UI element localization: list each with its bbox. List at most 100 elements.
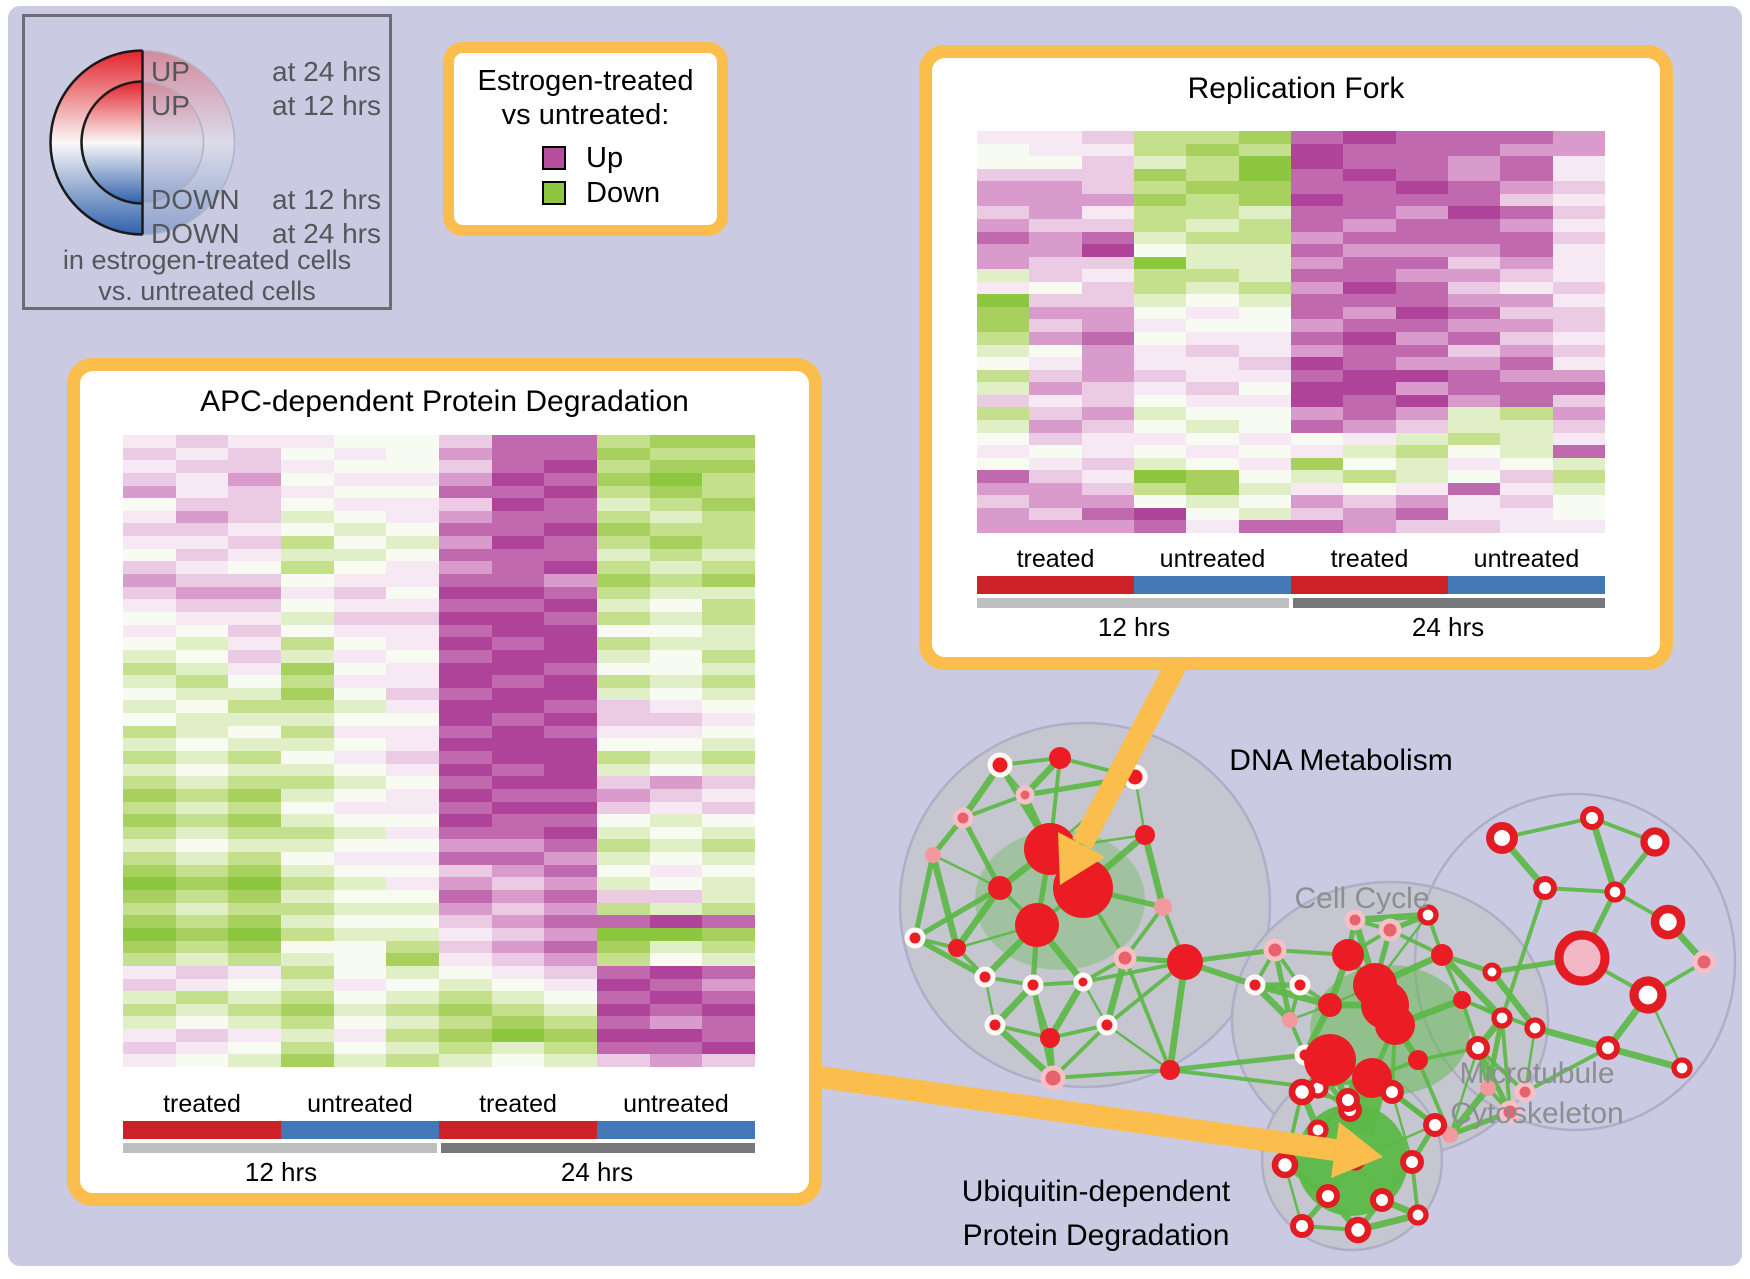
heatmap-cell xyxy=(386,953,439,966)
heatmap-cell xyxy=(702,548,755,562)
network-node-pinkhalo xyxy=(1113,946,1137,970)
network-node-pinkhalo xyxy=(1040,1065,1066,1091)
heatmap-cell xyxy=(228,776,281,789)
callout-arrow-head xyxy=(1331,1122,1383,1178)
heatmap-cell xyxy=(1133,281,1187,295)
heatmap-cell xyxy=(386,788,439,802)
heatmap-cell xyxy=(175,687,229,701)
heatmap-cell xyxy=(1447,143,1501,157)
heatmap-cell xyxy=(544,586,597,600)
network-node-ring xyxy=(1482,962,1502,982)
24hrs-label: 24 hrs xyxy=(560,1157,634,1187)
heatmap-cell xyxy=(1500,206,1553,219)
heatmap-cell xyxy=(386,826,439,840)
heatmap-cell xyxy=(228,978,281,992)
heatmap-cell xyxy=(1343,357,1396,370)
heatmap-cell xyxy=(386,1029,439,1042)
heatmap-cell xyxy=(1343,344,1396,358)
heatmap-cell xyxy=(281,498,334,511)
legend-time: at 12 hrs xyxy=(272,184,381,215)
heatmap-cell xyxy=(123,776,176,789)
heatmap-cell xyxy=(1552,470,1605,483)
heatmap-cell xyxy=(439,852,492,865)
heatmap-cell xyxy=(544,687,597,701)
heatmap-cell xyxy=(1290,332,1344,345)
heatmap-cell xyxy=(175,649,229,663)
heatmap-cell xyxy=(333,927,387,941)
heatmap-cell xyxy=(175,599,229,612)
group-label: untreated xyxy=(1159,545,1266,573)
network-node-ring xyxy=(1417,904,1439,926)
heatmap-cell xyxy=(1081,332,1134,345)
heatmap-cell xyxy=(702,991,755,1004)
heatmap-cell xyxy=(1081,269,1134,282)
updown-legend-box: UP at 24 hrs UP at 12 hrs DOWN at 12 hrs… xyxy=(22,14,392,310)
heatmap-cell xyxy=(281,447,334,461)
heatmap-cell xyxy=(649,713,703,726)
network-edge xyxy=(1500,1017,1512,1113)
heatmap-cell xyxy=(333,611,387,625)
down-label: Down xyxy=(586,177,661,209)
heatmap-cell xyxy=(1186,181,1239,194)
heatmap-cell xyxy=(1552,344,1605,358)
heatmap-cell xyxy=(1290,269,1344,282)
estrogen-legend-title-line1: Estrogen-treated xyxy=(477,65,694,97)
heatmap-cell xyxy=(1186,495,1239,508)
heatmap-cell xyxy=(544,1029,597,1042)
heatmap-cell xyxy=(1395,382,1448,395)
network-node-solid xyxy=(1361,981,1409,1029)
treated-bar xyxy=(439,1121,597,1139)
group-label: untreated xyxy=(307,1090,413,1118)
heatmap-cell xyxy=(1500,281,1553,295)
heatmap-cell xyxy=(175,498,229,511)
heatmap-cell xyxy=(1500,419,1553,433)
heatmap-cell xyxy=(439,953,492,966)
heatmap-cell xyxy=(228,738,281,751)
heatmap-cell xyxy=(281,1054,334,1067)
heatmap-cell xyxy=(1447,269,1501,282)
heatmap-cell xyxy=(1447,244,1501,257)
heatmap-cell xyxy=(333,1029,387,1042)
heatmap-cell xyxy=(439,460,492,473)
heatmap-cell xyxy=(1081,294,1134,307)
heatmap-cell xyxy=(1447,306,1501,320)
heatmap-cell xyxy=(977,156,1030,169)
heatmap-cell xyxy=(491,801,545,815)
heatmap-cell xyxy=(544,637,597,650)
heatmap-cell xyxy=(1500,319,1553,332)
heatmap-cell xyxy=(439,826,492,840)
heatmap-cell xyxy=(281,953,334,966)
heatmap-cell xyxy=(491,548,545,562)
heatmap-cell xyxy=(281,788,334,802)
heatmap-cell xyxy=(1290,520,1344,533)
heatmap-cell xyxy=(228,574,281,587)
heatmap-cell xyxy=(1029,206,1082,219)
heatmap-cell xyxy=(228,637,281,650)
heatmap-cell xyxy=(1081,344,1134,358)
heatmap-cell xyxy=(1186,269,1239,282)
heatmap-cell xyxy=(175,1016,229,1030)
heatmap-cell xyxy=(1029,168,1082,182)
heatmap-cell xyxy=(1500,244,1553,257)
network-edge xyxy=(1254,981,1331,1009)
heatmap-cell xyxy=(281,978,334,992)
up-color-swatch xyxy=(542,146,566,170)
heatmap-cell xyxy=(491,864,545,878)
heatmap-cell xyxy=(386,649,439,663)
heatmap-cell xyxy=(597,852,650,865)
heatmap-cell xyxy=(649,725,703,739)
heatmap-cell xyxy=(175,700,229,714)
heatmap-cell xyxy=(597,510,650,524)
heatmap-cell xyxy=(1290,495,1344,508)
heatmap-cell xyxy=(1290,445,1344,458)
heatmap-cell xyxy=(281,751,334,764)
heatmap-cell xyxy=(439,864,492,878)
heatmap-cell xyxy=(333,915,387,928)
heatmap-cell xyxy=(281,763,334,777)
heatmap-cell xyxy=(1186,131,1239,144)
heatmap-cell xyxy=(386,915,439,928)
24hrs-label: 24 hrs xyxy=(1411,612,1485,642)
heatmap-cell xyxy=(544,978,597,992)
heatmap-cell xyxy=(1186,193,1239,207)
heatmap-cell xyxy=(333,763,387,777)
